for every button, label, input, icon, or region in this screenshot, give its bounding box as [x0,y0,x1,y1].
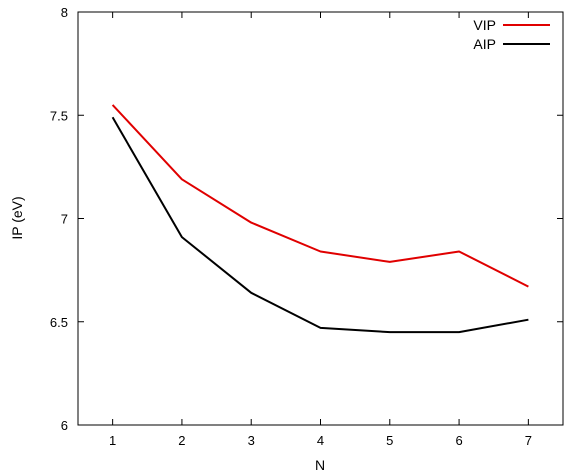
y-tick-label: 8 [61,5,68,20]
x-tick-label: 5 [386,433,393,448]
y-tick-label: 6 [61,418,68,433]
legend-label-vip: VIP [473,17,496,33]
plot-frame [77,11,564,426]
x-tick-label: 3 [248,433,255,448]
y-tick-label: 7 [61,212,68,227]
y-axis-label: IP (eV) [9,196,25,239]
series-line-vip [111,104,529,288]
x-tick-label: 6 [455,433,462,448]
tick-marks [78,11,563,426]
x-tick-label: 4 [317,433,324,448]
x-tick-label: 7 [525,433,532,448]
x-tick-label: 2 [178,433,185,448]
legend: VIP AIP [473,17,550,52]
x-tick-label: 1 [109,433,116,448]
tick-labels: 1 2 3 4 5 6 7 6 6.5 7 7.5 8 [50,5,532,448]
y-tick-label: 7.5 [50,108,68,123]
y-tick-label: 6.5 [50,315,68,330]
x-axis-label: N [315,457,325,473]
legend-label-aip: AIP [473,36,496,52]
series-lines [111,104,529,334]
series-line-aip [111,116,529,334]
